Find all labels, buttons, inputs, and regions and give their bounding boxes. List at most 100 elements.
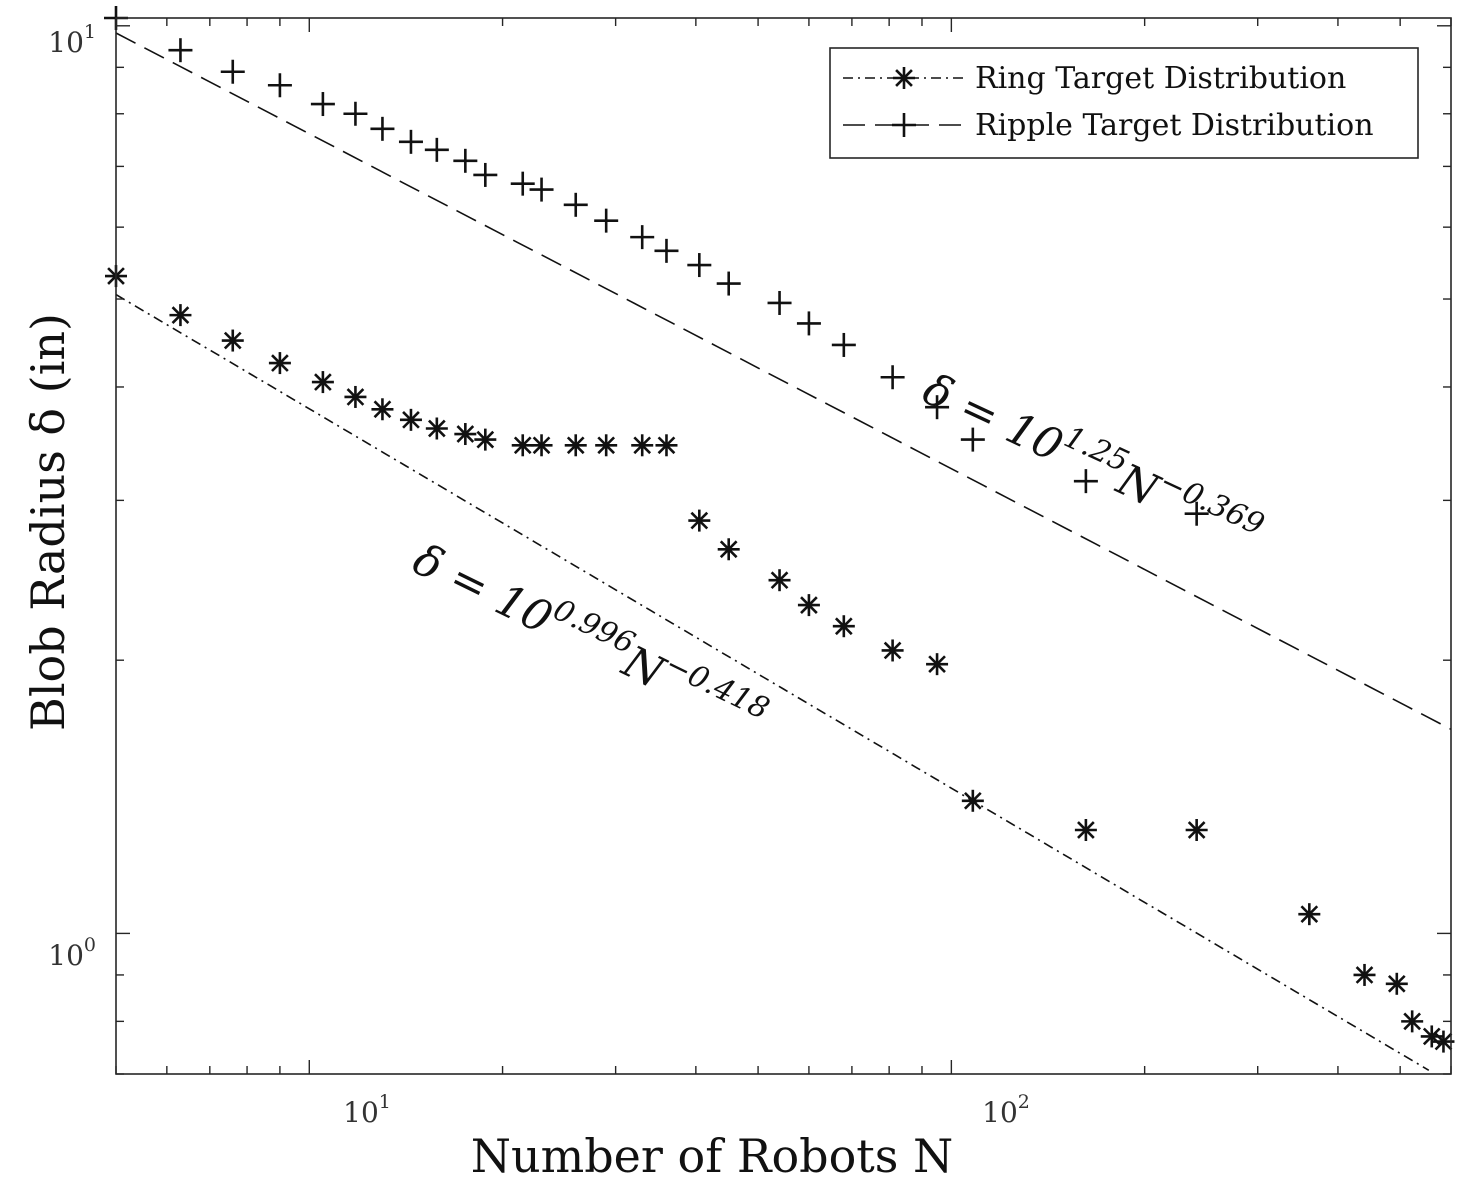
- ring-point-7: [399, 408, 422, 431]
- ring-point-9: [454, 423, 477, 446]
- ring-point-21: [832, 615, 855, 638]
- ring-point-25-d2: [1077, 821, 1095, 839]
- ring-point-4: [311, 371, 334, 394]
- ring-point-14-d2: [597, 436, 616, 455]
- ring-point-3: [268, 352, 291, 375]
- ring-point-9-d2: [456, 425, 475, 443]
- ring-point-10-d2: [476, 430, 495, 449]
- x-axis-title: Number of Robots N: [471, 1129, 954, 1183]
- ripple-point-10: [473, 162, 498, 187]
- ripple-point-20: [796, 311, 821, 336]
- ripple-point-6: [370, 116, 395, 141]
- ripple-point-14: [594, 208, 619, 233]
- ripple-point-4: [310, 92, 335, 117]
- x-tick-label-10-1: 101: [343, 1091, 391, 1129]
- ripple-point-21: [831, 332, 856, 357]
- ring-point-23: [926, 653, 949, 676]
- ring-point-7-d2: [402, 411, 420, 429]
- legend-ripple-sample: [843, 113, 965, 137]
- ring-point-12-d2: [532, 436, 551, 455]
- ring-point-17: [688, 509, 711, 532]
- legend: Ring Target Distribution Ripple Target D…: [829, 47, 1419, 159]
- ring-point-10: [474, 428, 497, 451]
- ring-point-24-d2: [963, 791, 982, 810]
- ripple-point-1: [168, 38, 193, 63]
- x-tick-label-10-2: 102: [982, 1091, 1030, 1129]
- ring-point-28: [1353, 963, 1376, 986]
- ring-point-2-d2: [223, 331, 242, 350]
- ring-point-21-d2: [834, 617, 853, 636]
- legend-ring-sample: [843, 67, 965, 89]
- ring-point-32-d2: [1434, 1032, 1453, 1051]
- ring-point-4-d2: [314, 373, 332, 391]
- ring-point-26: [1185, 818, 1208, 841]
- ring-point-16: [655, 434, 678, 457]
- y-tick-label-10-0: 100: [48, 934, 96, 972]
- ring-point-31-d2: [1422, 1027, 1441, 1046]
- ring-point-24: [961, 789, 984, 812]
- ripple-point-18: [716, 271, 741, 296]
- legend-ring-marker: [893, 67, 915, 89]
- legend-ring-label: Ring Target Distribution: [975, 61, 1346, 96]
- ripple-point-2: [220, 59, 245, 84]
- ring-point-30: [1401, 1010, 1424, 1033]
- fit-line-0: [115, 293, 1430, 1071]
- fit-line-1: [115, 32, 1452, 731]
- ripple-point-25: [1073, 469, 1098, 494]
- ring-point-15: [631, 434, 654, 457]
- ripple-point-5: [343, 101, 368, 126]
- ring-point-19-d2: [770, 571, 789, 590]
- legend-ripple-marker: [892, 113, 916, 137]
- y-axis-title: Blob Radius δ (in): [21, 313, 75, 731]
- axes-box: [115, 17, 1452, 1075]
- ring-point-6: [371, 398, 394, 421]
- ring-point-29: [1385, 972, 1408, 995]
- ripple-point-24: [960, 427, 985, 452]
- axis-ticks: [115, 18, 1452, 1075]
- ring-point-23-d2: [928, 655, 946, 673]
- ripple-series-markers: [104, 6, 1209, 526]
- legend-box: [829, 47, 1419, 159]
- ring-point-5-d2: [346, 388, 365, 406]
- ripple-point-22: [880, 365, 905, 390]
- ripple-point-23: [925, 395, 950, 420]
- ring-point-5: [344, 385, 367, 408]
- ring-point-27: [1298, 903, 1321, 926]
- ripple-point-16: [654, 238, 679, 263]
- ripple-point-11: [510, 171, 535, 196]
- ripple-point-26: [1184, 501, 1209, 526]
- ring-point-13-d2: [566, 436, 585, 455]
- ring-point-22: [881, 639, 904, 662]
- ring-point-11: [511, 434, 534, 457]
- ring-point-20: [797, 594, 820, 617]
- ring-point-18-d2: [719, 540, 738, 559]
- ring-point-2: [221, 329, 244, 352]
- ring-point-26-d2: [1187, 821, 1206, 839]
- ring-series-markers: [105, 265, 1455, 1053]
- legend-ripple-plus: [892, 113, 916, 137]
- ring-point-3-d2: [271, 354, 289, 372]
- ring-point-1-d2: [171, 306, 190, 324]
- ring-point-1: [169, 304, 192, 327]
- ripple-point-13: [563, 192, 588, 217]
- ring-point-30-d2: [1403, 1012, 1422, 1031]
- ring-point-22-d2: [883, 641, 902, 660]
- legend-ripple-label: Ripple Target Distribution: [975, 108, 1374, 143]
- ring-point-20-d2: [800, 596, 818, 614]
- ring-point-14: [595, 434, 618, 457]
- ripple-point-7: [398, 129, 423, 154]
- ring-point-8: [425, 417, 448, 440]
- ring-point-25: [1074, 818, 1097, 841]
- ring-point-13: [564, 434, 587, 457]
- ripple-point-3: [267, 73, 292, 98]
- ring-point-12: [530, 434, 553, 457]
- ring-point-17-d2: [690, 511, 709, 530]
- ripple-point-12: [529, 177, 554, 202]
- ring-point-8-d2: [427, 419, 446, 438]
- ripple-point-8: [424, 137, 449, 162]
- ring-point-19: [768, 569, 791, 592]
- legend-ring-asterisk-d2: [895, 69, 913, 87]
- ring-point-15-d2: [633, 436, 652, 455]
